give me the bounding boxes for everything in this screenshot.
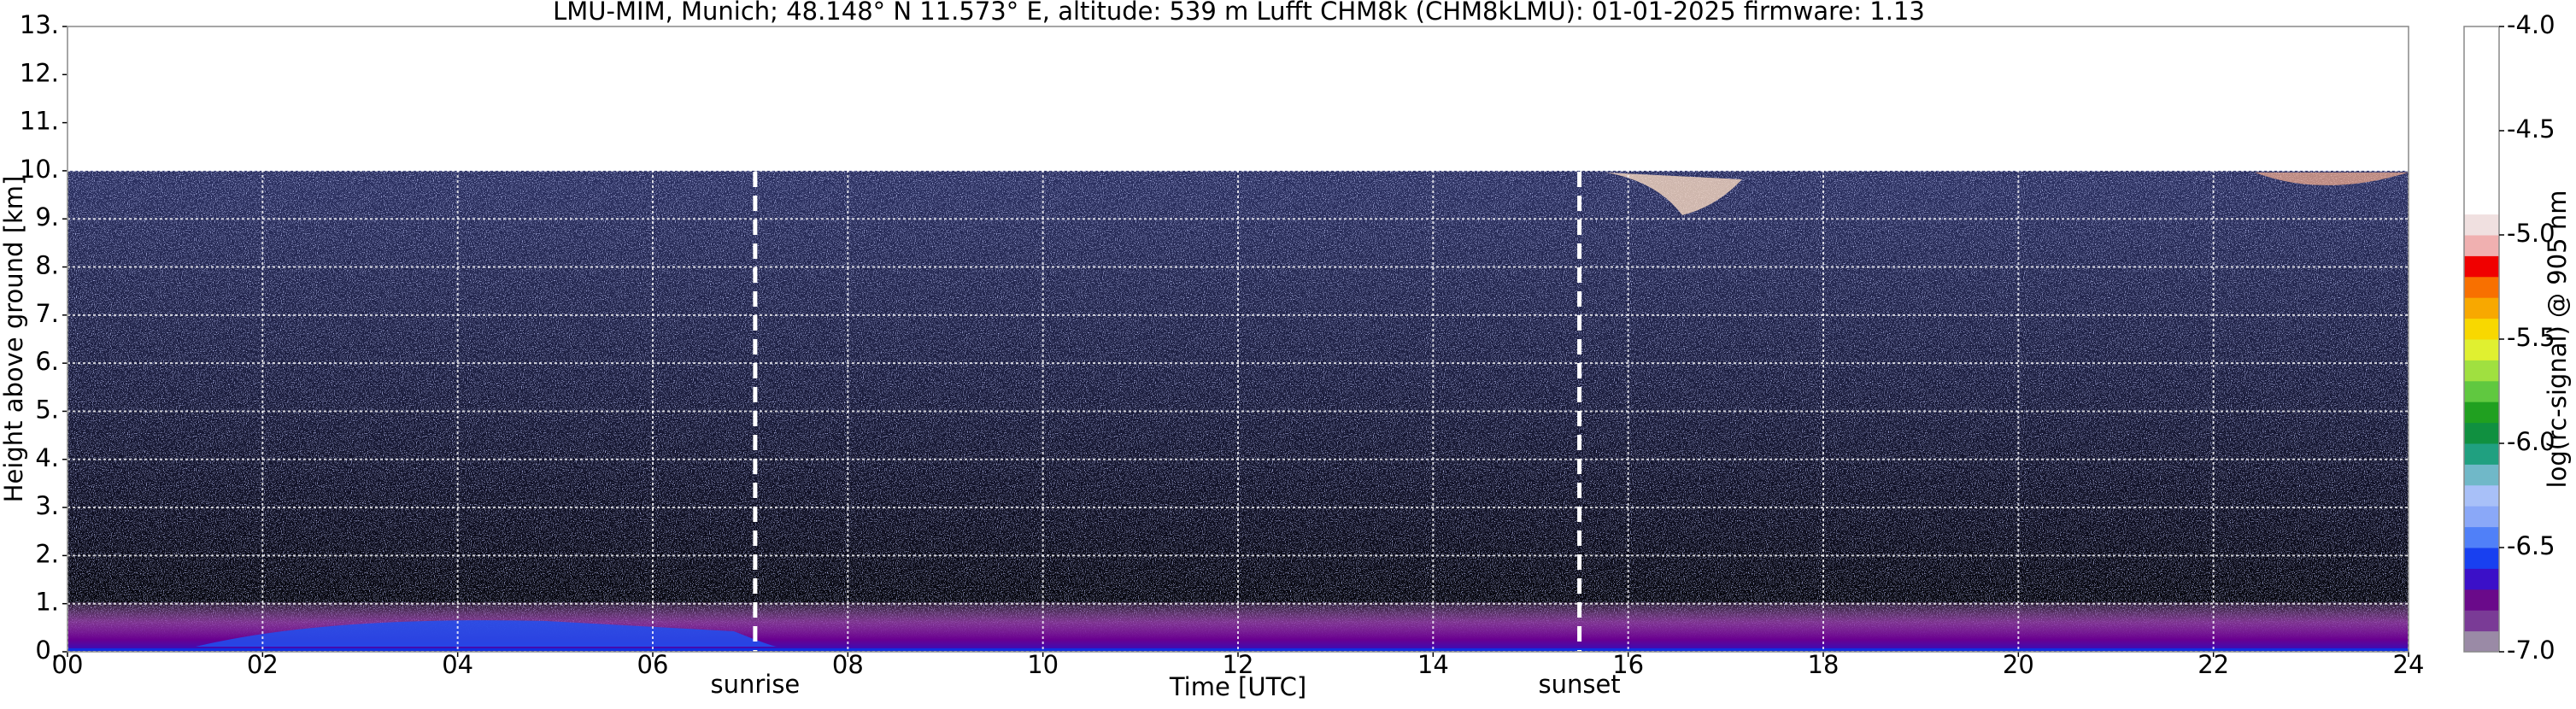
y-tick-label: 4. (35, 443, 59, 472)
colorbar-swatch (2464, 109, 2499, 132)
annotation-label: sunset (1538, 670, 1620, 699)
colorbar-tick-label: -6.0 (2507, 427, 2555, 456)
colorbar-swatch (2464, 26, 2499, 48)
colorbar-swatch (2464, 151, 2499, 173)
colorbar-tick-label: -5.5 (2507, 323, 2555, 352)
colorbar-swatch (2464, 89, 2499, 111)
colorbar-swatch (2464, 464, 2499, 486)
colorbar-tick-label: -7.0 (2507, 636, 2555, 665)
colorbar-swatch (2464, 172, 2499, 194)
colorbar-swatch (2464, 318, 2499, 340)
colorbar-swatch (2464, 360, 2499, 382)
annotation-label: sunrise (710, 670, 800, 699)
colorbar-swatch (2464, 610, 2499, 632)
colorbar-swatch (2464, 131, 2499, 152)
colorbar-tick-label: -5.0 (2507, 219, 2555, 248)
chart-title: LMU-MIM, Munich; 48.148° N 11.573° E, al… (553, 0, 1925, 26)
colorbar-swatch (2464, 235, 2499, 256)
colorbar-swatch (2464, 506, 2499, 528)
colorbar-tick-label: -4.5 (2507, 114, 2555, 144)
colorbar-swatch (2464, 380, 2499, 402)
y-tick-label: 13. (20, 10, 59, 39)
colorbar-swatch (2464, 401, 2499, 424)
cloud (2255, 172, 2409, 185)
colorbar-swatch (2464, 422, 2499, 444)
colorbar-swatch (2464, 276, 2499, 298)
colorbar-swatch (2464, 255, 2499, 278)
y-tick-label: 11. (20, 107, 59, 136)
y-tick-label: 3. (35, 491, 59, 520)
plot-frame (67, 26, 2409, 653)
y-tick-label: 6. (35, 347, 59, 376)
colorbar-swatch (2464, 67, 2499, 90)
y-tick-label: 1. (35, 588, 59, 617)
colorbar-swatch (2464, 630, 2499, 653)
y-tick-label: 10. (20, 155, 59, 184)
colorbar-swatch (2464, 297, 2499, 319)
colorbar-swatch (2464, 443, 2499, 465)
colorbar-swatch (2464, 214, 2499, 236)
y-tick-label: 9. (35, 202, 59, 231)
y-tick-label: 0. (35, 636, 59, 665)
colorbar-swatch (2464, 484, 2499, 507)
cloud (1605, 172, 1742, 215)
colorbar-swatch (2464, 193, 2499, 215)
y-tick-label: 8. (35, 251, 59, 280)
y-tick-label: 2. (35, 539, 59, 568)
aerosol-layer (196, 620, 777, 647)
y-tick-label: 12. (20, 58, 59, 87)
colorbar-swatch (2464, 568, 2499, 590)
y-tick-label: 7. (35, 299, 59, 328)
colorbar-swatch (2464, 548, 2499, 569)
colorbar-swatch (2464, 526, 2499, 548)
colorbar-swatch (2464, 589, 2499, 611)
colorbar-tick-label: -4.0 (2507, 10, 2555, 39)
colorbar-swatch (2464, 47, 2499, 69)
colorbar-tick-label: -6.5 (2507, 531, 2555, 560)
colorbar-label: log(rc-signal) @ 905 nm (2543, 190, 2572, 489)
x-axis-label: Time [UTC] (1169, 672, 1306, 701)
y-tick-label: 5. (35, 395, 59, 424)
y-axis-label: Height above ground [km] (0, 176, 28, 503)
colorbar-swatch (2464, 339, 2499, 360)
